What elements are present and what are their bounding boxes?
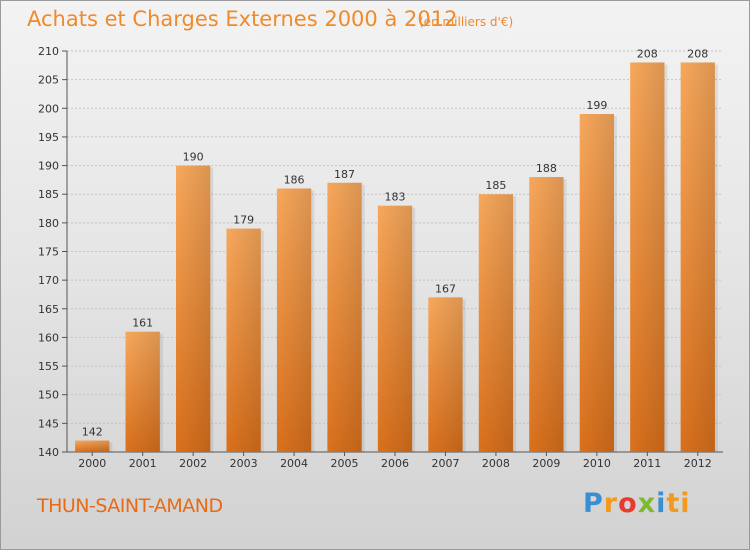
bar-shade <box>478 194 514 452</box>
bar-value-label: 199 <box>586 99 607 112</box>
bar-shade <box>276 188 312 452</box>
x-tick-label: 2001 <box>129 457 157 470</box>
bar-value-label: 142 <box>82 426 103 439</box>
y-tick-label: 205 <box>38 74 59 87</box>
bar-shade <box>75 440 110 452</box>
x-tick-label: 2003 <box>230 457 258 470</box>
bar-shade <box>529 177 564 452</box>
x-tick-label: 2010 <box>583 457 611 470</box>
y-tick-label: 210 <box>38 45 59 58</box>
y-tick-label: 140 <box>38 446 59 459</box>
proxiti-logo: Proxiti <box>583 488 691 519</box>
commune-name: THUN-SAINT-AMAND <box>37 495 223 517</box>
bar-value-label: 187 <box>334 168 355 181</box>
y-tick-label: 155 <box>38 360 59 373</box>
bar-value-label: 208 <box>687 47 708 60</box>
y-tick-label: 185 <box>38 188 59 201</box>
x-tick-label: 2008 <box>482 457 510 470</box>
bar-shade <box>377 205 413 452</box>
y-tick-label: 175 <box>38 246 59 259</box>
y-tick-label: 190 <box>38 160 59 173</box>
bar-shade <box>579 114 615 452</box>
bar-value-label: 208 <box>637 47 658 60</box>
y-tick-label: 170 <box>38 274 59 287</box>
bar-shade <box>125 331 160 452</box>
bar-shade <box>428 297 463 452</box>
x-tick-label: 2009 <box>532 457 560 470</box>
x-tick-label: 2011 <box>633 457 661 470</box>
bar-shade <box>226 228 261 452</box>
bar-value-label: 188 <box>536 162 557 175</box>
y-tick-label: 150 <box>38 389 59 402</box>
bar-shade <box>630 62 665 452</box>
x-tick-label: 2000 <box>78 457 106 470</box>
x-tick-label: 2004 <box>280 457 308 470</box>
y-tick-label: 145 <box>38 417 59 430</box>
bar-shade <box>175 165 211 453</box>
chart-subtitle: (en milliers d'€) <box>419 15 514 29</box>
x-tick-label: 2005 <box>331 457 359 470</box>
bar-value-label: 161 <box>132 317 153 330</box>
bar-shade <box>680 62 715 452</box>
x-tick-label: 2007 <box>431 457 459 470</box>
x-tick-label: 2012 <box>684 457 712 470</box>
chart-title: Achats et Charges Externes 2000 à 2012 <box>27 7 458 31</box>
bar-value-label: 185 <box>485 179 506 192</box>
y-tick-label: 200 <box>38 102 59 115</box>
y-tick-label: 160 <box>38 331 59 344</box>
y-tick-label: 165 <box>38 303 59 316</box>
x-tick-label: 2006 <box>381 457 409 470</box>
bar-value-label: 167 <box>435 282 456 295</box>
x-tick-label: 2002 <box>179 457 207 470</box>
y-tick-label: 180 <box>38 217 59 230</box>
bar-value-label: 186 <box>284 173 305 186</box>
bar-value-label: 183 <box>385 191 406 204</box>
y-tick-label: 195 <box>38 131 59 144</box>
bar-value-label: 179 <box>233 214 254 227</box>
bar-value-label: 190 <box>183 151 204 164</box>
bar-shade <box>327 182 362 452</box>
